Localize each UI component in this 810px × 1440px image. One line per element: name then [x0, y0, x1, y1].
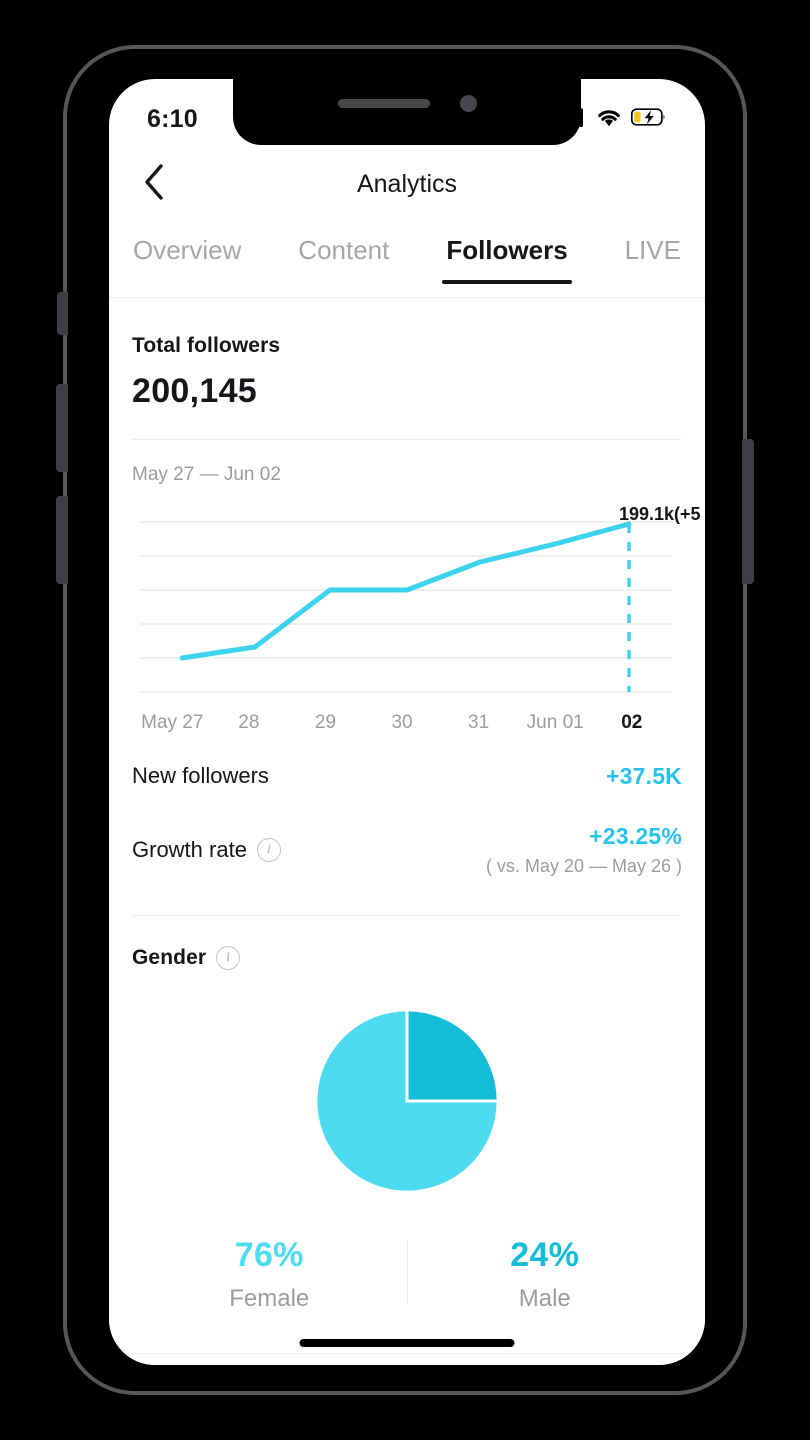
- page-title: Analytics: [356, 169, 458, 198]
- gender-pie-chart[interactable]: [132, 1006, 682, 1196]
- chart-x-axis: May 27 28 29 30 31 Jun 01 02: [132, 704, 672, 734]
- followers-line-chart[interactable]: 199.1k(+5 May 27 28 29 30 31 Jun 01 02: [132, 504, 701, 739]
- x-tick-6: 02: [621, 712, 643, 733]
- pie-slice-male: [405, 1008, 500, 1103]
- metric-name-text: New followers: [132, 763, 269, 788]
- bottom-divider: [132, 1353, 682, 1354]
- gender-label: Gender: [132, 946, 207, 969]
- metric-value-growth-rate: +23.25%: [589, 823, 682, 849]
- divider-after-total: [132, 439, 682, 440]
- chart-date-range: May 27 — Jun 02: [132, 464, 281, 485]
- chart-value-tooltip: 199.1k(+5: [619, 504, 701, 524]
- analytics-content: Total followers 200,145 May 27 — Jun 02: [109, 298, 705, 1365]
- x-tick-5: Jun 01: [526, 712, 584, 733]
- tab-followers-label: Followers: [446, 235, 568, 265]
- followers-trend-line: [179, 521, 632, 661]
- phone-frame: 6:10: [56, 45, 754, 1395]
- line-chart-svg: [140, 521, 672, 693]
- silent-switch-button[interactable]: [57, 292, 68, 335]
- legend-cell-female: 76% Female: [132, 1236, 407, 1313]
- home-indicator[interactable]: [299, 1339, 515, 1347]
- tab-live[interactable]: LIVE: [621, 229, 685, 284]
- nav-header: Analytics: [109, 145, 705, 223]
- earpiece-speaker-icon: [337, 98, 430, 108]
- x-tick-0: May 27: [141, 712, 204, 733]
- metric-row-growth-rate: Growth rate i +23.25% ( vs. May 20 — May…: [132, 813, 682, 887]
- metric-right-growth-rate: +23.25% ( vs. May 20 — May 26 ): [486, 823, 682, 877]
- back-button[interactable]: [131, 160, 179, 208]
- power-button[interactable]: [742, 439, 754, 584]
- legend-name-male: Male: [518, 1285, 571, 1312]
- x-tick-4: 31: [468, 712, 490, 733]
- tab-followers[interactable]: Followers: [442, 229, 572, 284]
- x-tick-1: 28: [238, 712, 260, 733]
- info-circle-icon[interactable]: i: [256, 838, 281, 862]
- metric-name-text: Growth rate: [132, 837, 247, 862]
- legend-separator: [406, 1240, 408, 1303]
- wifi-icon: [596, 107, 622, 132]
- total-followers-label: Total followers: [132, 334, 281, 357]
- tab-content-label: Content: [298, 235, 390, 265]
- tab-active-underline: [442, 280, 572, 284]
- tab-live-label: LIVE: [624, 235, 681, 265]
- metric-value-new-followers: +37.5K: [605, 762, 682, 789]
- x-tick-2: 29: [314, 712, 337, 733]
- tab-overview[interactable]: Overview: [129, 229, 245, 284]
- metric-row-new-followers: New followers +37.5K: [132, 739, 682, 813]
- gender-legend: 76% Female 24% Male: [132, 1236, 682, 1313]
- chevron-left-icon: [142, 163, 168, 206]
- volume-down-button[interactable]: [56, 496, 68, 584]
- legend-cell-male: 24% Male: [408, 1236, 683, 1313]
- status-time: 6:10: [147, 104, 198, 133]
- tab-bar: Overview Content Followers LIVE: [109, 223, 705, 298]
- x-tick-3: 30: [391, 712, 413, 733]
- metric-label-new-followers: New followers: [132, 763, 269, 789]
- gender-pie-svg: [314, 1008, 500, 1194]
- pie-slice-female: [314, 1008, 500, 1194]
- chart-gridlines: [140, 521, 672, 693]
- tab-content[interactable]: Content: [294, 229, 393, 284]
- legend-percent-male: 24%: [510, 1236, 580, 1274]
- tab-overview-label: Overview: [133, 235, 242, 265]
- front-camera-icon: [459, 94, 477, 112]
- volume-up-button[interactable]: [56, 384, 68, 472]
- divider-before-gender: [132, 915, 682, 916]
- legend-percent-female: 76%: [234, 1236, 304, 1274]
- metric-right-new-followers: +37.5K: [606, 763, 682, 790]
- legend-name-female: Female: [229, 1285, 310, 1312]
- metric-comparison-growth-rate: ( vs. May 20 — May 26 ): [485, 856, 682, 876]
- phone-screen: 6:10: [109, 79, 705, 1365]
- phone-notch: [233, 79, 581, 145]
- gender-header: Gender i: [132, 916, 682, 970]
- battery-charging-icon: [630, 107, 667, 132]
- total-followers-value: 200,145: [132, 372, 258, 410]
- metric-label-growth-rate: Growth rate i: [132, 837, 281, 863]
- info-circle-icon[interactable]: i: [216, 946, 241, 970]
